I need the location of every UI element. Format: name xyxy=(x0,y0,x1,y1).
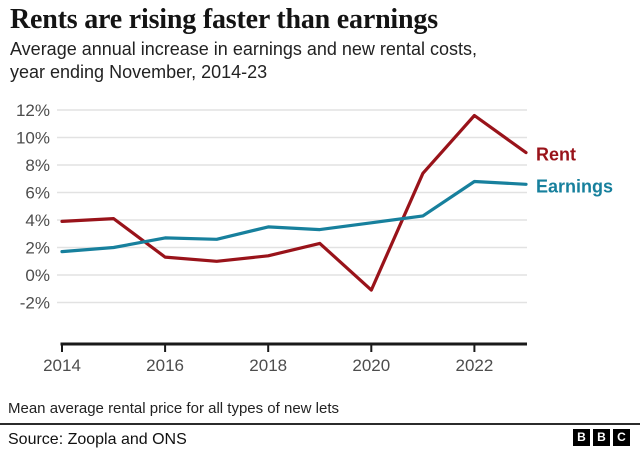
chart-subtitle: Average annual increase in earnings and … xyxy=(10,38,630,84)
subtitle-line-2: year ending November, 2014-23 xyxy=(10,62,268,82)
series-label-earnings: Earnings xyxy=(536,176,613,196)
x-axis-tick-label: 2022 xyxy=(455,356,493,375)
subtitle-line-1: Average annual increase in earnings and … xyxy=(10,39,477,59)
page-title: Rents are rising faster than earnings xyxy=(10,4,438,35)
y-axis-tick-label: 8% xyxy=(25,156,50,175)
y-axis-tick-label: 0% xyxy=(25,266,50,285)
bbc-logo-block-2: B xyxy=(593,429,610,446)
series-label-rent: Rent xyxy=(536,145,576,165)
y-axis-tick-label: 10% xyxy=(16,129,50,148)
x-axis-tick-label: 2016 xyxy=(146,356,184,375)
chart-footnote: Mean average rental price for all types … xyxy=(8,400,340,417)
series-line-rent xyxy=(60,113,528,292)
x-axis-tick-label: 2014 xyxy=(43,356,81,375)
x-axis-tick-label: 2018 xyxy=(249,356,287,375)
y-axis-tick-label: 2% xyxy=(25,239,50,258)
bbc-logo-block-3: C xyxy=(613,429,630,446)
source-line: Source: Zoopla and ONS xyxy=(8,431,187,448)
series-line-earnings xyxy=(60,179,528,254)
bbc-logo: B B C xyxy=(573,429,630,446)
x-axis-tick-label: 2020 xyxy=(352,356,390,375)
y-axis-tick-label: 12% xyxy=(16,101,50,120)
y-axis-tick-label: -2% xyxy=(20,294,50,313)
y-axis-tick-label: 6% xyxy=(25,184,50,203)
bbc-logo-block-1: B xyxy=(573,429,590,446)
footer-divider xyxy=(0,423,640,425)
y-axis-tick-label: 4% xyxy=(25,211,50,230)
